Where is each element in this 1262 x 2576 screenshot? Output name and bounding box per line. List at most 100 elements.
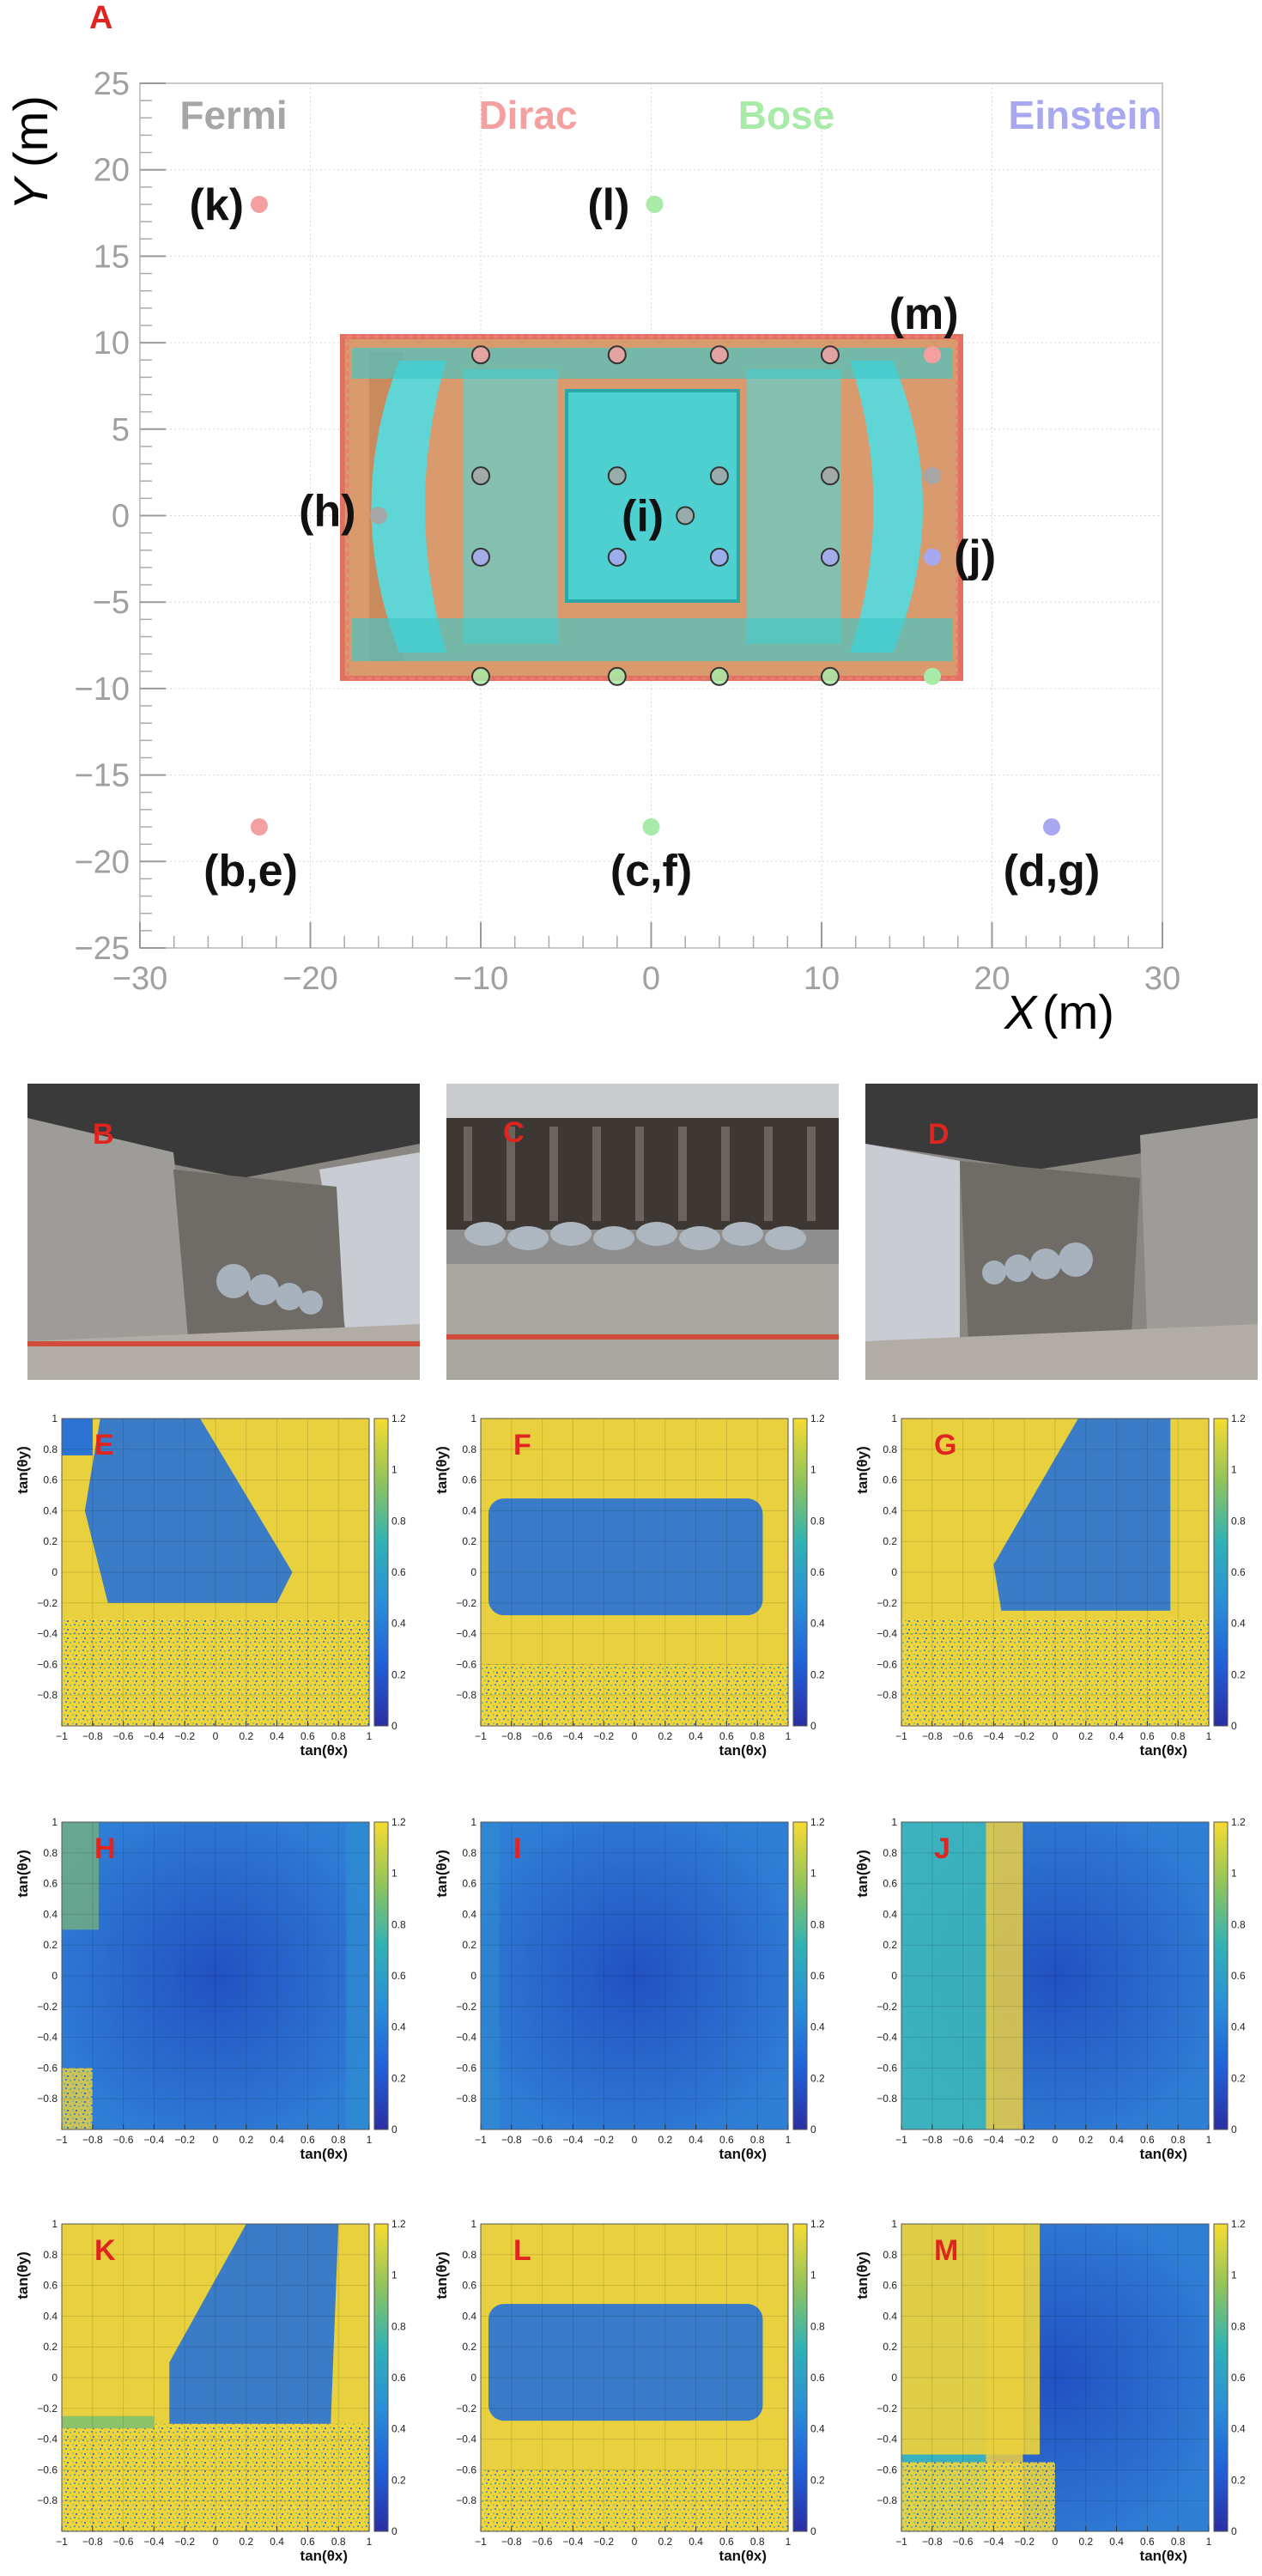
colorbar-tick-label: 0.4	[1231, 1618, 1246, 1630]
point-dirac	[250, 818, 268, 836]
point-bose	[924, 667, 942, 685]
heatmap-x-tick-label: −0.6	[532, 1730, 553, 1742]
x-tick-label: 30	[1144, 961, 1180, 997]
x-tick-label: −20	[282, 961, 337, 997]
heatmap-x-tick-label: −0.6	[113, 1730, 134, 1742]
point-annotation: (h)	[299, 486, 355, 536]
colorbar-tick-label: 0.8	[391, 1918, 406, 1930]
heatmap-y-tick-label: 1	[52, 1816, 58, 1828]
legend-entry-fermi: Fermi	[179, 93, 287, 137]
heatmap-x-tick-label: −0.8	[922, 1730, 943, 1742]
heatmap-x-tick-label: 0.2	[1078, 2134, 1093, 2146]
heatmap-x-tick-label: −0.8	[922, 2536, 943, 2548]
colorbar-tick-label: 1.2	[391, 2218, 406, 2230]
colorbar-tick-label: 0.8	[391, 2320, 406, 2332]
heatmap-y-tick-label: 0.2	[462, 2341, 476, 2353]
colorbar-tick-label: 0	[810, 2123, 816, 2136]
heatmap-y-tick-label: −0.8	[456, 2494, 476, 2506]
heatmap-y-tick-label: 1	[891, 1413, 897, 1425]
heatmap-x-tick-label: −0.4	[144, 1730, 165, 1742]
heatmap-x-tick-label: −0.2	[174, 2536, 195, 2548]
heatmap-y-axis-label: tan(θy)	[15, 1446, 31, 1493]
point-dirac	[924, 346, 942, 364]
heatmap-y-tick-label: −0.2	[37, 2001, 58, 2013]
heatmap-y-tick-label: −0.2	[877, 2403, 897, 2415]
heatmap-y-tick-label: 0.8	[883, 1443, 897, 1455]
heatmap-y-axis-label: tan(θy)	[434, 1850, 450, 1897]
heatmap-y-tick-label: 0.2	[883, 1535, 897, 1547]
heatmap-y-tick-label: −0.6	[877, 2062, 897, 2074]
heatmap-colorbar	[373, 1821, 389, 2130]
heatmap-x-tick-label: 0.4	[270, 2536, 284, 2548]
heatmap-cells	[62, 1419, 369, 1726]
heatmap-y-tick-label: 0	[891, 1566, 897, 1578]
heatmap-x-tick-label: −0.4	[984, 2134, 1004, 2146]
heatmap-x-tick-label: 0.6	[719, 2134, 734, 2146]
heatmap-cells	[901, 1419, 1209, 1726]
point-bose	[607, 666, 627, 686]
y-tick-label: −25	[75, 931, 130, 967]
heatmap-y-tick-label: −0.2	[37, 1597, 58, 1609]
heatmap-x-tick-label: 0.6	[719, 1730, 734, 1742]
heatmap-x-tick-label: 0.4	[1109, 2134, 1124, 2146]
heatmap-x-tick-label: −0.4	[144, 2536, 165, 2548]
colorbar-tick-label: 0.2	[1231, 2072, 1246, 2084]
heatmap-colorbar	[792, 2223, 808, 2532]
colorbar-tick-label: 0.6	[391, 2372, 406, 2384]
colorbar-tick-label: 1.2	[810, 1413, 825, 1425]
colorbar-tick-label: 0.6	[391, 1970, 406, 1982]
scatter-points	[250, 195, 1060, 836]
heatmap-panel-letter: L	[513, 2234, 531, 2267]
heatmap-y-tick-label: 0	[470, 2372, 476, 2384]
colorbar-tick-label: 0.2	[1231, 1668, 1246, 1680]
point-fermi	[369, 507, 387, 525]
heatmap-y-tick-label: −0.8	[456, 1689, 476, 1701]
heatmap-x-tick-label: −0.6	[532, 2536, 553, 2548]
chart-legend: Fermi Dirac Bose Einstein	[179, 93, 1162, 137]
heatmap-x-tick-label: −1	[475, 1730, 487, 1742]
colorbar-tick-label: 0.6	[1231, 2372, 1246, 2384]
heatmap-x-axis-label: tan(θx)	[719, 2146, 767, 2162]
heatmap-y-tick-label: −0.6	[37, 2062, 58, 2074]
heatmap-y-axis-label: tan(θy)	[15, 1850, 31, 1897]
heatmap-x-tick-label: −0.6	[113, 2536, 134, 2548]
heatmap-x-tick-label: 0	[1053, 2134, 1059, 2146]
heatmap-x-tick-label: −0.4	[563, 2134, 584, 2146]
panel-a-letter: A	[89, 0, 113, 36]
heatmap-x-tick-label: 0.2	[239, 2134, 253, 2146]
point-bose	[646, 195, 664, 213]
colorbar-tick-label: 0.4	[1231, 2021, 1246, 2033]
point-dirac	[471, 345, 490, 365]
photo-d-letter: D	[928, 1118, 950, 1151]
heatmap-y-tick-label: −0.4	[37, 2032, 58, 2044]
heatmap-cells	[481, 2224, 788, 2531]
heatmap-y-tick-label: 1	[470, 1413, 476, 1425]
y-axis-label-unit: (m)	[3, 95, 58, 167]
x-axis-label-unit: (m)	[1042, 985, 1114, 1039]
heatmap-x-tick-label: 0.6	[719, 2536, 734, 2548]
heatmap-panel-letter: J	[934, 1832, 950, 1865]
heatmap-x-tick-label: 0.2	[1078, 2536, 1093, 2548]
point-bose	[820, 666, 840, 686]
point-annotation: (l)	[587, 180, 629, 230]
photo-d: D	[865, 1084, 1258, 1380]
colorbar-tick-label: 0.6	[391, 1566, 406, 1578]
heatmap-y-axis-label: tan(θy)	[854, 2251, 871, 2299]
legend-entry-einstein: Einstein	[1009, 93, 1162, 137]
point-einstein	[471, 547, 490, 567]
heatmap-x-tick-label: −0.2	[1014, 1730, 1034, 1742]
colorbar-tick-label: 1	[810, 2269, 816, 2281]
heatmap-panel-letter: M	[934, 2234, 958, 2267]
heatmap-y-tick-label: 0.2	[883, 2341, 897, 2353]
heatmap-g: −1 −0.8 −0.6 −0.4 −0.2 0 0.2 0.4 0.6 0.8 1 −0.8 −0.6…	[854, 1413, 1246, 1759]
point-dirac	[250, 195, 268, 213]
panel-a-scatter-plot: −30 −20 −10 0 10 20 30 −25 −20 −15 −10 −5 0 5 10 15 20 25…	[3, 66, 1180, 1039]
heatmap-y-tick-label: 0.8	[883, 1847, 897, 1859]
point-einstein	[820, 547, 840, 567]
point-annotation: (c,f)	[610, 846, 692, 896]
heatmap-x-tick-label: 0.2	[1078, 1730, 1093, 1742]
heatmap-x-tick-label: 0.6	[300, 1730, 315, 1742]
heatmap-y-tick-label: 0.6	[462, 2280, 476, 2292]
colorbar-tick-label: 0.4	[391, 2021, 406, 2033]
heatmap-x-tick-label: 0	[632, 2134, 638, 2146]
